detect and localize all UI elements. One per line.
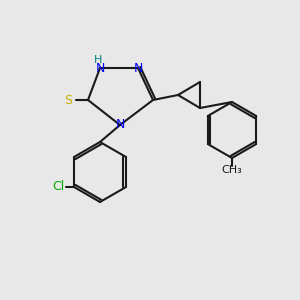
Text: Cl: Cl <box>52 181 64 194</box>
Text: H: H <box>94 55 102 65</box>
Text: S: S <box>64 94 72 106</box>
Text: N: N <box>115 118 125 131</box>
Text: CH₃: CH₃ <box>222 165 242 175</box>
Text: N: N <box>133 61 143 74</box>
Text: N: N <box>95 61 105 74</box>
